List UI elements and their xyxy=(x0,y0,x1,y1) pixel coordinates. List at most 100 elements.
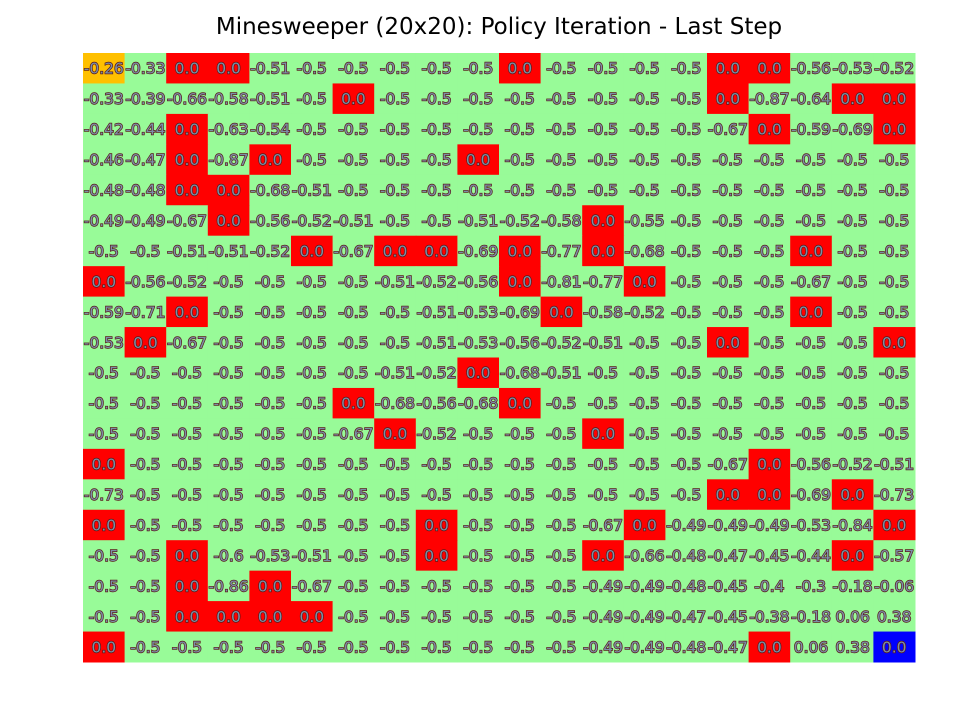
mine-cell-r12-c12 xyxy=(582,418,625,450)
cell-value-r2-c17: -0.59 xyxy=(791,121,831,139)
cell-value-r16-c2: 0.0 xyxy=(175,547,200,565)
safe-cell-r17-c11 xyxy=(540,570,583,602)
safe-cell-r16-c11 xyxy=(540,540,583,572)
safe-cell-r2-c10 xyxy=(499,113,542,145)
safe-cell-r12-c8 xyxy=(415,418,458,450)
safe-cell-r18-c17 xyxy=(790,601,833,633)
cell-value-r8-c1: -0.71 xyxy=(125,303,165,321)
safe-cell-r2-c12 xyxy=(582,113,625,145)
safe-cell-r19-c6 xyxy=(332,631,375,663)
cell-value-r14-c1: -0.5 xyxy=(130,486,160,504)
cell-value-r9-c2: -0.67 xyxy=(167,334,207,352)
safe-cell-r16-c6 xyxy=(332,540,375,572)
safe-cell-r2-c6 xyxy=(332,113,375,145)
mine-cell-r5-c3 xyxy=(207,205,250,237)
safe-cell-r1-c11 xyxy=(540,83,583,115)
cell-value-r18-c9: -0.5 xyxy=(463,608,493,626)
safe-cell-r13-c15 xyxy=(707,448,750,480)
cell-value-r16-c17: -0.44 xyxy=(791,547,831,565)
safe-cell-r3-c1 xyxy=(124,144,167,176)
cell-value-r18-c8: -0.5 xyxy=(421,608,451,626)
cell-value-r0-c15: 0.0 xyxy=(715,60,740,78)
safe-cell-r11-c4 xyxy=(249,387,292,419)
cell-value-r4-c4: -0.68 xyxy=(250,182,290,200)
cell-value-r11-c16: -0.5 xyxy=(754,395,784,413)
safe-cell-r4-c17 xyxy=(790,174,833,206)
safe-cell-r16-c9 xyxy=(457,540,500,572)
safe-cell-r8-c3 xyxy=(207,296,250,328)
cell-value-r6-c2: -0.51 xyxy=(167,242,207,260)
safe-cell-r1-c12 xyxy=(582,83,625,115)
cell-value-r2-c0: -0.42 xyxy=(84,121,124,139)
safe-cell-r4-c19 xyxy=(873,174,916,206)
safe-cell-r14-c17 xyxy=(790,479,833,511)
mine-cell-r0-c15 xyxy=(707,53,750,84)
safe-cell-r1-c2 xyxy=(166,83,209,115)
safe-cell-r8-c15 xyxy=(707,296,750,328)
mine-cell-r3-c9 xyxy=(457,144,500,176)
cell-value-r6-c8: 0.0 xyxy=(424,242,449,260)
cell-value-r18-c11: -0.5 xyxy=(546,608,576,626)
cell-value-r14-c7: -0.5 xyxy=(380,486,410,504)
safe-cell-r12-c17 xyxy=(790,418,833,450)
mine-cell-r2-c2 xyxy=(166,113,209,145)
safe-cell-r11-c7 xyxy=(374,387,417,419)
safe-cell-r9-c0 xyxy=(83,327,126,358)
safe-cell-r5-c13 xyxy=(623,205,666,237)
safe-cell-r14-c11 xyxy=(540,479,583,511)
cell-value-r8-c8: -0.51 xyxy=(417,303,457,321)
cell-value-r16-c3: -0.6 xyxy=(213,547,243,565)
cell-value-r0-c0: -0.26 xyxy=(84,60,124,78)
cell-value-r9-c10: -0.56 xyxy=(500,334,540,352)
safe-cell-r5-c19 xyxy=(873,205,916,237)
safe-cell-r10-c0 xyxy=(83,357,126,389)
cell-value-r5-c19: -0.5 xyxy=(879,212,909,230)
cell-value-r0-c12: -0.5 xyxy=(588,60,618,78)
cell-value-r13-c3: -0.5 xyxy=(213,456,243,474)
cell-value-r5-c5: -0.52 xyxy=(292,212,332,230)
safe-cell-r10-c5 xyxy=(291,357,334,389)
safe-cell-r9-c16 xyxy=(748,327,791,358)
safe-cell-r16-c17 xyxy=(790,540,833,572)
cell-value-r8-c5: -0.5 xyxy=(297,303,327,321)
safe-cell-r18-c14 xyxy=(665,601,708,633)
safe-cell-r14-c10 xyxy=(499,479,542,511)
cell-value-r18-c7: -0.5 xyxy=(380,608,410,626)
safe-cell-r10-c4 xyxy=(249,357,292,389)
cell-value-r8-c3: -0.5 xyxy=(213,303,243,321)
cell-value-r9-c7: -0.5 xyxy=(380,334,410,352)
mine-cell-r0-c16 xyxy=(748,53,791,84)
safe-cell-r15-c3 xyxy=(207,509,250,541)
safe-cell-r5-c1 xyxy=(124,205,167,237)
safe-cell-r18-c9 xyxy=(457,601,500,633)
cell-value-r13-c19: -0.51 xyxy=(874,456,914,474)
safe-cell-r16-c10 xyxy=(499,540,542,572)
cell-value-r2-c14: -0.5 xyxy=(671,121,701,139)
cell-value-r1-c1: -0.39 xyxy=(125,90,165,108)
mine-cell-r17-c4 xyxy=(249,570,292,602)
safe-cell-r13-c5 xyxy=(291,448,334,480)
cell-value-r15-c4: -0.5 xyxy=(255,516,285,534)
cell-value-r3-c10: -0.5 xyxy=(505,151,535,169)
cell-value-r14-c4: -0.5 xyxy=(255,486,285,504)
cell-value-r1-c19: 0.0 xyxy=(882,90,907,108)
cell-value-r2-c19: 0.0 xyxy=(882,121,907,139)
safe-cell-r5-c16 xyxy=(748,205,791,237)
mine-cell-r13-c16 xyxy=(748,448,791,480)
mine-cell-r3-c2 xyxy=(166,144,209,176)
safe-cell-r15-c17 xyxy=(790,509,833,541)
safe-cell-r3-c11 xyxy=(540,144,583,176)
cell-value-r1-c2: -0.66 xyxy=(167,90,207,108)
cell-value-r19-c6: -0.5 xyxy=(338,638,368,656)
safe-cell-r5-c2 xyxy=(166,205,209,237)
cells-layer xyxy=(83,53,916,663)
cell-value-r2-c18: -0.69 xyxy=(833,121,873,139)
mine-cell-r18-c4 xyxy=(249,601,292,633)
safe-cell-r1-c7 xyxy=(374,83,417,115)
cell-value-r19-c12: -0.49 xyxy=(583,638,623,656)
cell-value-r6-c16: -0.5 xyxy=(754,242,784,260)
mine-cell-r0-c3 xyxy=(207,53,250,84)
safe-cell-r8-c1 xyxy=(124,296,167,328)
mine-cell-r11-c6 xyxy=(332,387,375,419)
mine-cell-r5-c12 xyxy=(582,205,625,237)
